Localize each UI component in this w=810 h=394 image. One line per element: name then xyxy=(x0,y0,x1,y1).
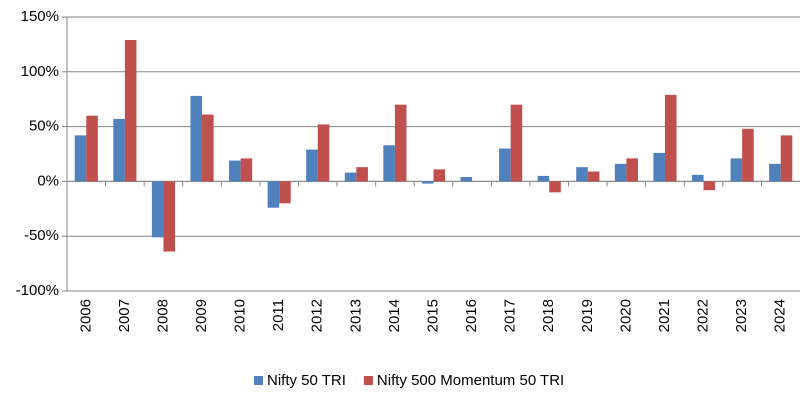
x-tick-label: 2012 xyxy=(309,299,326,332)
x-tick-label: 2011 xyxy=(270,299,287,331)
x-tick-label: 2016 xyxy=(463,299,480,332)
y-tick-label: -100% xyxy=(16,282,59,299)
x-tick-label: 2006 xyxy=(77,299,94,332)
legend-label: Nifty 50 TRI xyxy=(267,372,346,389)
bar xyxy=(306,149,318,182)
y-tick-label: -50% xyxy=(24,227,59,244)
x-tick-label: 2013 xyxy=(347,299,364,332)
bar xyxy=(86,115,98,182)
legend-label: Nifty 500 Momentum 50 TRI xyxy=(377,372,564,389)
bar xyxy=(229,160,241,182)
bar xyxy=(394,104,407,182)
bar xyxy=(576,167,588,182)
x-tick-label: 2021 xyxy=(656,299,673,332)
x-tick-label: 2023 xyxy=(733,299,750,332)
bar xyxy=(653,152,665,182)
bar xyxy=(626,158,638,182)
bar xyxy=(383,145,395,182)
x-tick-label: 2014 xyxy=(386,299,403,332)
bar xyxy=(267,181,280,208)
legend-swatch xyxy=(254,376,263,385)
bar xyxy=(664,94,677,182)
legend-swatch xyxy=(363,376,373,385)
bar xyxy=(421,181,434,184)
bar xyxy=(124,40,137,182)
bar xyxy=(769,163,781,182)
bar xyxy=(240,158,253,182)
x-tick-label: 2022 xyxy=(695,299,712,332)
bar xyxy=(537,175,550,182)
bar xyxy=(742,128,754,182)
bar xyxy=(202,114,214,182)
bar xyxy=(317,124,330,182)
bar xyxy=(587,171,600,182)
bar xyxy=(614,163,627,182)
x-tick-label: 2009 xyxy=(193,299,210,332)
bar xyxy=(510,104,523,182)
bar xyxy=(433,169,446,182)
x-tick-label: 2018 xyxy=(540,299,557,332)
x-tick-label: 2010 xyxy=(232,299,249,332)
bar xyxy=(190,95,203,182)
x-tick-label: 2024 xyxy=(772,299,789,332)
x-tick-label: 2017 xyxy=(502,299,519,332)
bar xyxy=(279,181,291,204)
x-tick-label: 2015 xyxy=(424,299,441,332)
bar xyxy=(703,181,716,191)
bar xyxy=(780,135,793,182)
bar xyxy=(499,148,511,182)
bar xyxy=(163,181,176,252)
y-tick-label: 100% xyxy=(21,63,59,80)
y-tick-label: 0% xyxy=(37,172,59,189)
bar xyxy=(356,167,368,182)
x-tick-label: 2007 xyxy=(116,299,133,332)
bar xyxy=(549,181,561,193)
bar xyxy=(344,172,357,182)
y-tick-label: 150% xyxy=(21,8,59,25)
x-tick-label: 2020 xyxy=(617,299,634,332)
bar xyxy=(691,174,704,182)
bar xyxy=(151,181,164,238)
x-tick-label: 2019 xyxy=(579,299,596,332)
bar xyxy=(730,158,743,182)
bar xyxy=(460,177,473,182)
bar xyxy=(113,118,125,182)
bar xyxy=(74,135,87,182)
y-tick-label: 50% xyxy=(29,118,59,135)
x-tick-label: 2008 xyxy=(154,299,171,332)
